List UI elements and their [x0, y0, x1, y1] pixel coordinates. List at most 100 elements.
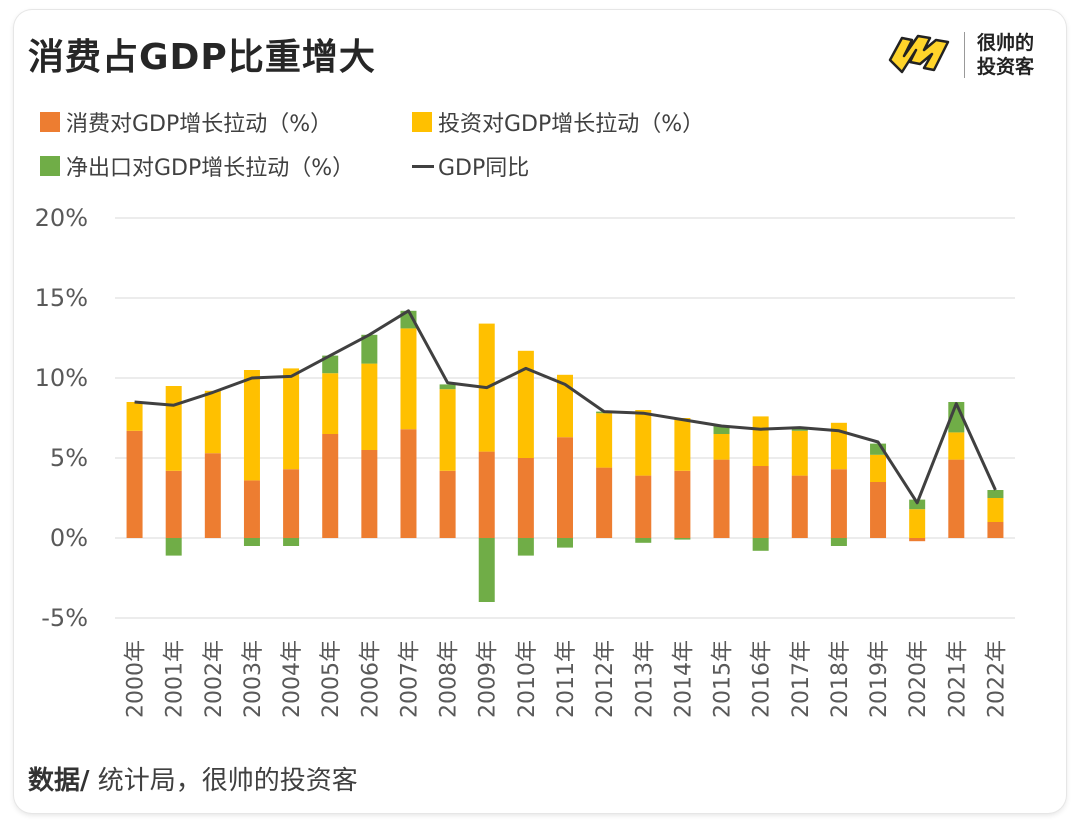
- x-tick-label: 2008年: [437, 640, 462, 718]
- y-tick-label: 20%: [35, 204, 88, 232]
- bar-segment-investment: [322, 373, 339, 434]
- legend-label-net-export: 净出口对GDP增长拉动（%）: [66, 156, 355, 181]
- bar-segment-net-export: [909, 499, 926, 510]
- brand-block: 很帅的 投资客: [884, 30, 1034, 80]
- gdp-line: [134, 309, 997, 505]
- bar-segment-consumption: [948, 459, 965, 538]
- bar-segment-consumption: [791, 475, 808, 538]
- bar-segment-investment: [400, 328, 417, 430]
- y-tick-label: 0%: [50, 524, 88, 552]
- legend-label-consumption: 消费对GDP增长拉动（%）: [66, 112, 333, 137]
- bar-segment-investment: [517, 350, 534, 458]
- x-tick-label: 2002年: [202, 640, 227, 718]
- bar-segment-net-export: [283, 538, 300, 546]
- bar-segment-consumption: [517, 458, 534, 538]
- legend-swatch-net-export: [40, 156, 60, 176]
- bar-segment-net-export: [517, 538, 534, 556]
- bar-segment-investment: [557, 374, 573, 438]
- x-tick-label: 2007年: [397, 640, 422, 718]
- legend-item-investment: 投资对GDP增长拉动（%）: [412, 106, 704, 138]
- bar-segment-consumption: [439, 470, 456, 538]
- bar-segment-investment: [165, 386, 182, 471]
- legend-item-consumption: 消费对GDP增长拉动（%）: [40, 106, 332, 138]
- x-tick-label: 2005年: [319, 640, 344, 718]
- legend-swatch-investment: [412, 112, 432, 132]
- x-tick-label: 2011年: [554, 640, 579, 718]
- bar-segment-investment: [830, 422, 847, 470]
- x-tick-label: 2014年: [671, 640, 696, 718]
- x-tick-label: 2020年: [906, 640, 931, 718]
- bar-segment-net-export: [713, 426, 730, 434]
- x-tick-label: 2001年: [163, 640, 188, 718]
- bar-segment-net-export: [243, 538, 260, 546]
- x-tick-label: 2022年: [984, 640, 1009, 718]
- bar-segment-net-export: [830, 538, 847, 546]
- bar-segment-consumption: [635, 475, 652, 538]
- bar-segment-net-export: [478, 538, 495, 602]
- bar-segment-investment: [361, 363, 378, 450]
- x-tick-label: 2006年: [358, 640, 383, 718]
- bar-segment-consumption: [322, 434, 339, 538]
- bar-segment-consumption: [204, 453, 221, 538]
- bar-segment-investment: [752, 416, 769, 466]
- source-note: 数据/ 统计局，很帅的投资客: [28, 760, 358, 797]
- bar-segment-net-export: [439, 384, 456, 390]
- x-tick-label: 2010年: [515, 640, 540, 718]
- bar-segment-consumption: [909, 538, 926, 542]
- bar-segment-consumption: [870, 482, 887, 538]
- bar-segment-investment: [713, 434, 730, 460]
- bar-segment-net-export: [557, 538, 573, 548]
- bar-segment-consumption: [126, 430, 143, 538]
- bar-segment-consumption: [596, 467, 613, 538]
- x-tick-label: 2016年: [750, 640, 775, 718]
- x-tick-label: 2018年: [828, 640, 853, 718]
- legend-line-gdp: [412, 164, 434, 168]
- y-tick-label: 15%: [35, 284, 88, 312]
- bar-segment-net-export: [674, 538, 691, 540]
- legend-label-gdp: GDP同比: [438, 156, 530, 181]
- brand-line-1: 很帅的: [977, 32, 1035, 54]
- bar-segment-investment: [791, 430, 808, 476]
- bar-segment-consumption: [830, 469, 847, 538]
- brand-line-2: 投资客: [977, 56, 1035, 78]
- bar-segment-net-export: [322, 355, 339, 374]
- source-label: 数据/: [28, 766, 90, 796]
- bar-segment-net-export: [361, 334, 378, 364]
- y-tick-label: 5%: [50, 444, 88, 472]
- bar-segment-net-export: [635, 538, 652, 543]
- bar-segment-investment: [909, 509, 926, 538]
- legend-item-net-export: 净出口对GDP增长拉动（%）: [40, 150, 354, 182]
- bar-segment-investment: [243, 370, 260, 481]
- x-tick-label: 2021年: [945, 640, 970, 718]
- x-tick-label: 2000年: [124, 640, 149, 718]
- bar-segment-investment: [283, 368, 300, 470]
- bar-segment-investment: [439, 389, 456, 471]
- bar-segment-investment: [948, 432, 965, 460]
- bar-segment-consumption: [987, 522, 1004, 538]
- bar-segment-consumption: [478, 451, 495, 538]
- bar-segment-net-export: [987, 490, 1004, 498]
- bar-segment-consumption: [243, 480, 260, 538]
- bar-segment-investment: [635, 410, 652, 476]
- bar-segment-consumption: [165, 470, 182, 538]
- bar-segment-consumption: [283, 469, 300, 538]
- legend-label-investment: 投资对GDP增长拉动（%）: [438, 112, 705, 137]
- x-tick-label: 2015年: [711, 640, 736, 718]
- bar-segment-consumption: [361, 450, 378, 538]
- bar-segment-net-export: [791, 427, 808, 431]
- x-tick-label: 2013年: [632, 640, 657, 718]
- bar-segment-investment: [126, 402, 143, 431]
- chart-card: [14, 10, 1066, 813]
- brand-separator: [964, 32, 965, 78]
- bar-segment-net-export: [752, 538, 769, 551]
- y-tick-label: 10%: [35, 364, 88, 392]
- bar-segment-consumption: [557, 437, 573, 538]
- x-tick-label: 2009年: [476, 640, 501, 718]
- x-tick-label: 2019年: [867, 640, 892, 718]
- bar-segment-investment: [204, 390, 221, 454]
- x-tick-label: 2012年: [593, 640, 618, 718]
- source-text: 统计局，很帅的投资客: [89, 766, 358, 796]
- bar-segment-net-export: [870, 443, 887, 455]
- bar-segment-consumption: [752, 466, 769, 538]
- x-tick-label: 2003年: [241, 640, 266, 718]
